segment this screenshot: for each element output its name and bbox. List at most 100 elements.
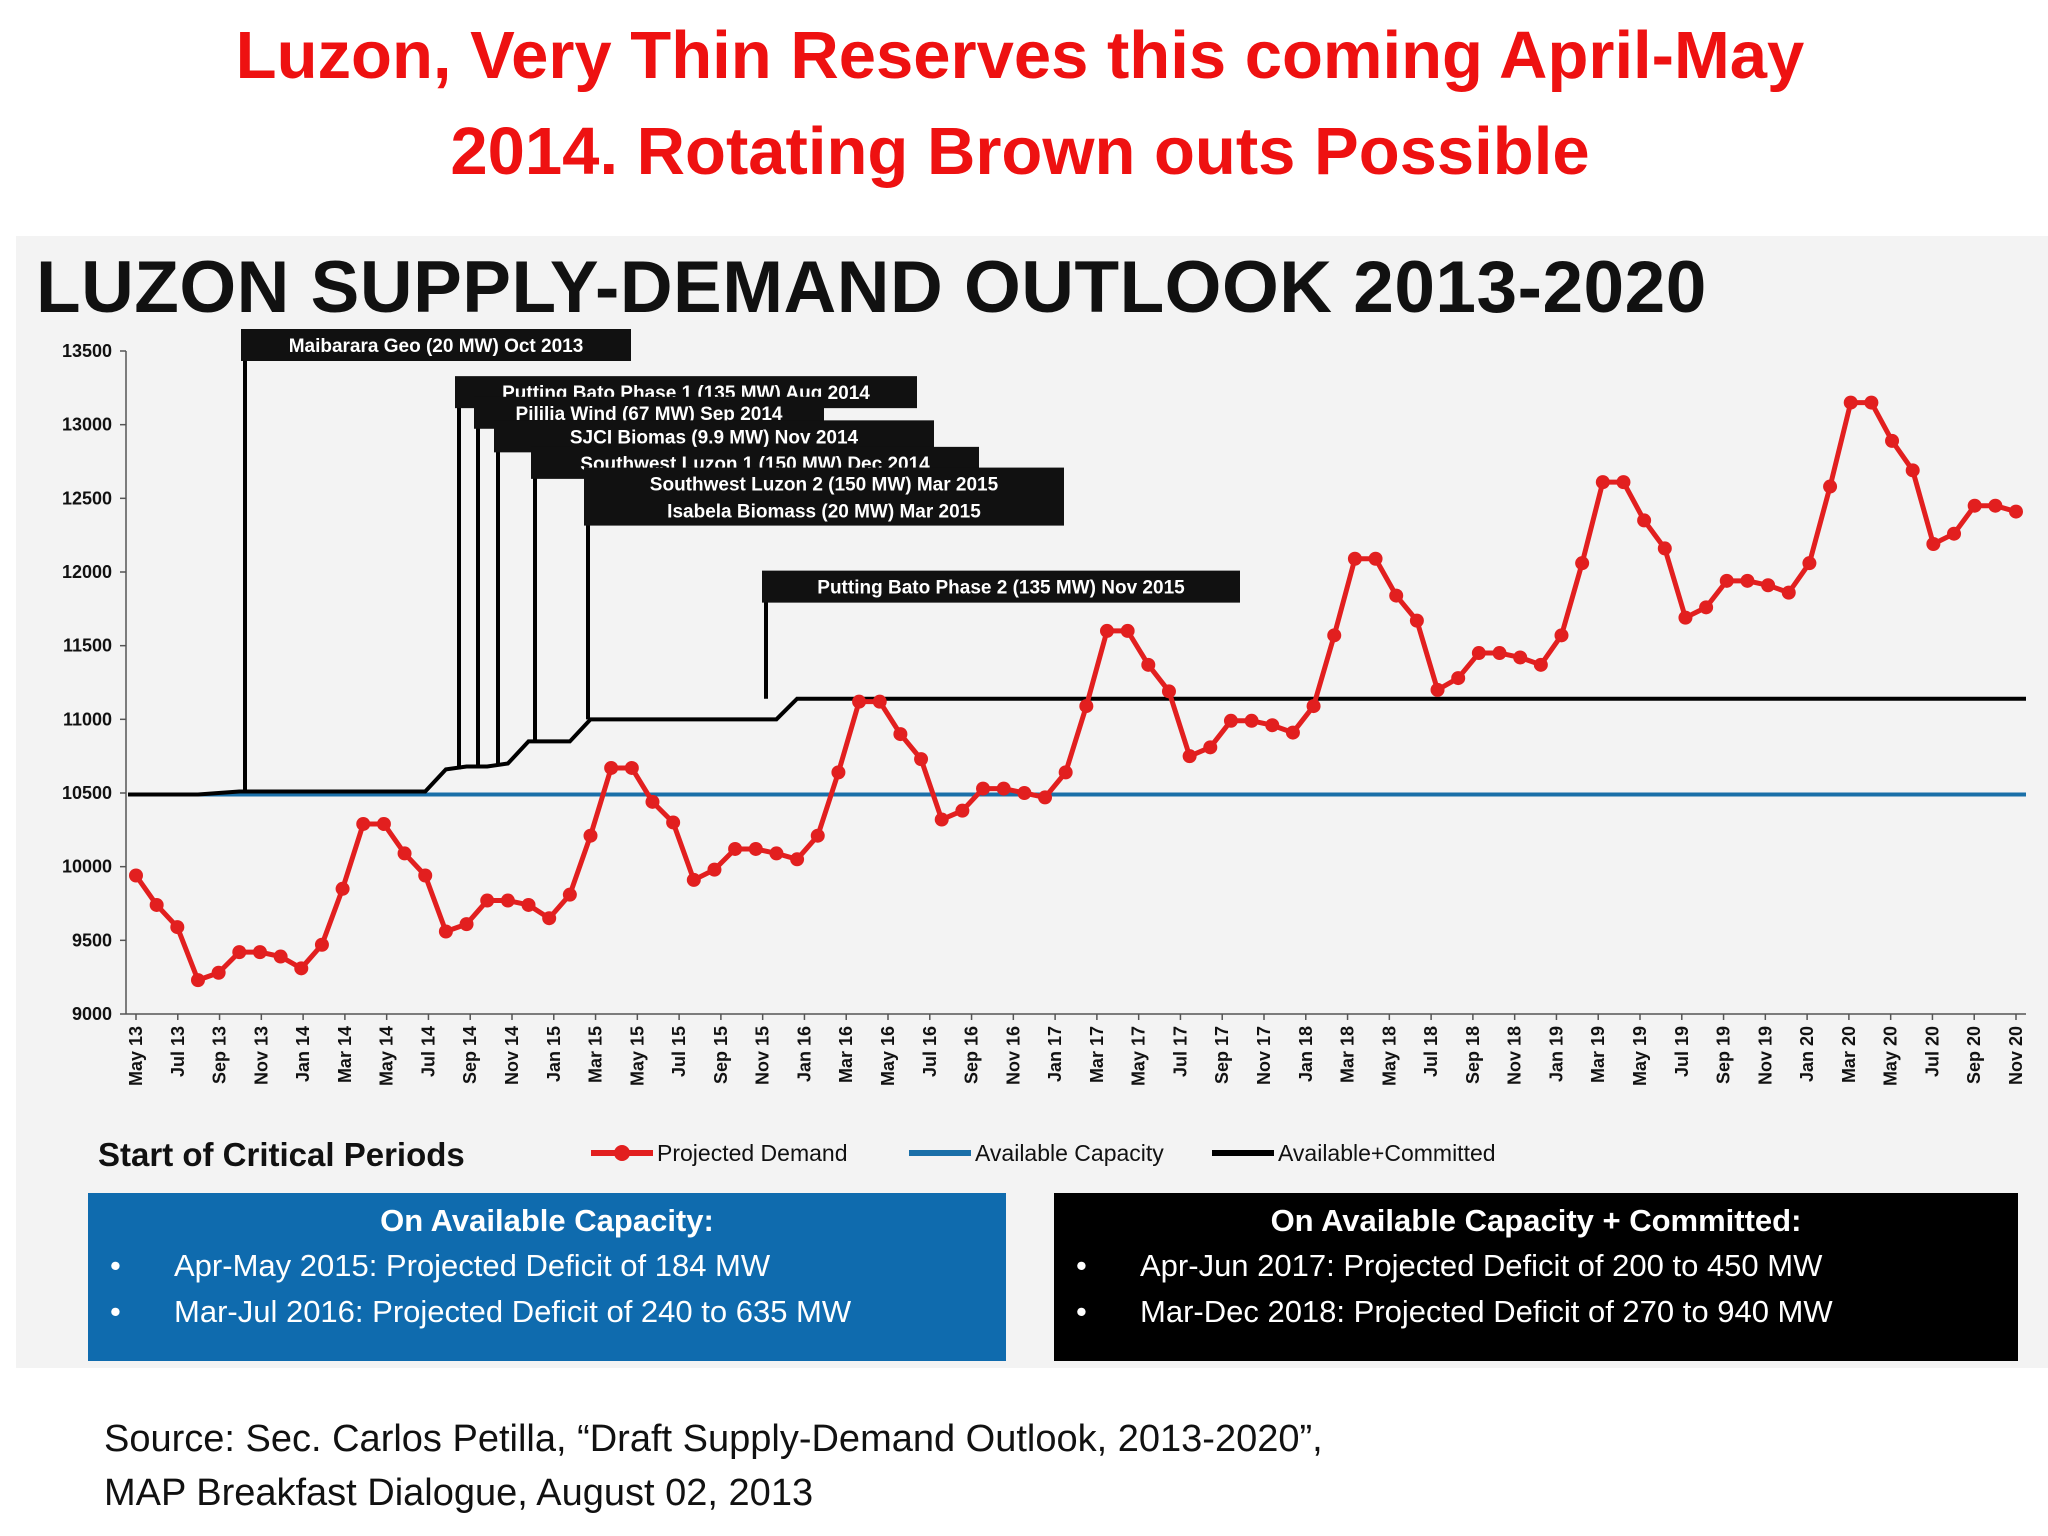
committed-capacity-box: On Available Capacity + Committed: • Apr-…: [1054, 1193, 2018, 1361]
projected-demand-point: [1430, 682, 1445, 697]
y-tick-label: 10000: [62, 857, 112, 877]
projected-demand-point: [1657, 541, 1672, 556]
projected-demand-point: [1761, 578, 1776, 593]
x-tick-label: Sep 14: [460, 1026, 480, 1084]
projected-demand-point: [542, 911, 557, 926]
projected-demand-point: [129, 868, 143, 883]
projected-demand-point: [1306, 699, 1321, 714]
deficit-text: Apr-May 2015: Projected Deficit of 184 M…: [174, 1248, 771, 1283]
projected-demand-point: [1699, 600, 1714, 615]
projected-demand-point: [500, 893, 515, 908]
legend-available-committed: Available+Committed: [1212, 1138, 1496, 1168]
annotation-label: Putting Bato Phase 2 (135 MW) Nov 2015: [817, 578, 1185, 599]
projected-demand-point: [707, 862, 722, 877]
projected-demand-point: [232, 945, 247, 960]
line-chart: 9000 9500 10000 10500 11000 11500 12000 12500 13…: [62, 329, 2026, 1086]
y-tick-label: 9500: [72, 930, 112, 950]
y-tick-label: 11500: [63, 636, 112, 656]
x-tick-label: Sep 18: [1463, 1026, 1483, 1084]
x-tick-label: Nov 20: [2006, 1026, 2026, 1085]
projected-demand-point: [1492, 646, 1507, 661]
x-tick-label: Jan 14: [293, 1026, 313, 1082]
x-tick-label: Jan 15: [544, 1026, 564, 1082]
projected-demand-point: [356, 816, 371, 831]
headline: Luzon, Very Thin Reserves this coming Ap…: [80, 8, 1960, 200]
projected-demand-point: [1038, 790, 1053, 805]
x-tick-label: Jul 15: [669, 1026, 689, 1077]
critical-periods-heading: Start of Critical Periods: [98, 1136, 465, 1173]
x-tick-label: Mar 14: [335, 1026, 355, 1083]
series-projected-demand: [133, 400, 2017, 983]
source-line-1: Source: Sec. Carlos Petilla, “Draft Supp…: [104, 1418, 1323, 1460]
legend-label-available-capacity: Available Capacity: [975, 1139, 1164, 1166]
projected-demand-point: [1575, 556, 1590, 571]
x-tick-label: Sep 15: [711, 1026, 731, 1084]
y-tick-label: 10500: [62, 783, 112, 803]
annotation-box: [584, 467, 1064, 526]
y-tick-label: 13500: [62, 341, 112, 361]
projected-demand-point: [1678, 610, 1693, 625]
projected-demand-point: [211, 965, 226, 980]
projected-demand-point: [1327, 628, 1342, 643]
projected-demand-point: [1079, 699, 1094, 714]
x-tick-label: Jul 20: [1922, 1026, 1942, 1077]
projected-demand-point: [1533, 657, 1548, 672]
y-axis-ticks: 9000 9500 10000 10500 11000 11500 12000 12500 13…: [62, 341, 126, 1024]
x-tick-label: Jan 20: [1797, 1026, 1817, 1082]
x-tick-label: Jan 18: [1296, 1026, 1316, 1082]
projected-demand-point: [1347, 551, 1362, 566]
x-tick-label: Jul 18: [1421, 1026, 1441, 1077]
projected-demand-point: [480, 893, 495, 908]
projected-demand-point: [645, 794, 660, 809]
x-tick-label: May 20: [1881, 1026, 1901, 1086]
x-tick-label: Jan 16: [794, 1026, 814, 1082]
projected-demand-point: [1389, 588, 1404, 603]
x-tick-label: Mar 20: [1839, 1026, 1859, 1083]
x-tick-label: Jul 13: [168, 1026, 188, 1077]
chart-slide: 9000 9500 10000 10500 11000 11500 12000 12500 13…: [16, 236, 2048, 1368]
legend-label-projected-demand: Projected Demand: [657, 1139, 848, 1166]
x-tick-label: Nov 14: [502, 1026, 522, 1085]
annotation-label: Maibarara Geo (20 MW) Oct 2013: [289, 336, 584, 357]
x-tick-label: Mar 19: [1588, 1026, 1608, 1083]
projected-demand-point: [748, 841, 763, 856]
projected-demand-point: [872, 694, 887, 709]
projected-demand-point: [459, 917, 474, 932]
x-tick-label: Nov 13: [251, 1026, 271, 1085]
x-tick-label: May 15: [627, 1026, 647, 1086]
headline-line-2: 2014. Rotating Brown outs Possible: [450, 114, 1590, 189]
x-tick-label: Jul 14: [418, 1026, 438, 1077]
x-tick-label: Sep 19: [1714, 1026, 1734, 1084]
x-tick-label: Jan 19: [1546, 1026, 1566, 1082]
x-tick-label: Mar 17: [1087, 1026, 1107, 1083]
available-capacity-box-title: On Available Capacity:: [380, 1203, 714, 1238]
deficit-text: Mar-Jul 2016: Projected Deficit of 240 t…: [174, 1294, 852, 1329]
x-tick-label: Nov 17: [1254, 1026, 1274, 1085]
projected-demand-point: [1285, 725, 1300, 740]
projected-demand-point: [624, 760, 639, 775]
projected-demand-point: [1967, 498, 1982, 513]
projected-demand-point: [1885, 433, 1900, 448]
headline-line-1: Luzon, Very Thin Reserves this coming Ap…: [235, 18, 1805, 93]
projected-demand-point: [1781, 585, 1796, 600]
annotation-label: SJCI Biomas (9.9 MW) Nov 2014: [570, 427, 859, 448]
projected-demand-point: [893, 727, 908, 742]
projected-demand-point: [1017, 786, 1032, 800]
annotation-box: [762, 570, 1240, 603]
list-item: • Apr-Jun 2017: Projected Deficit of 200 …: [1076, 1243, 1996, 1289]
legend-dot: [614, 1145, 630, 1161]
projected-demand-point: [1864, 395, 1879, 410]
y-tick-label: 13000: [62, 415, 112, 435]
projected-demand-point: [769, 846, 784, 861]
projected-demand-point: [1988, 498, 2003, 513]
annotations: Maibarara Geo (20 MW) Oct 2013 Putting Ba…: [241, 329, 1240, 793]
x-tick-label: May 16: [878, 1026, 898, 1086]
y-tick-label: 12500: [62, 488, 112, 508]
projected-demand-point: [914, 752, 929, 767]
projected-demand-point: [252, 945, 267, 960]
y-tick-label: 12000: [62, 562, 112, 582]
x-tick-label: May 14: [377, 1026, 397, 1086]
projected-demand-point: [1120, 623, 1135, 638]
x-axis-ticks: May 13 Jul 13 Sep 13 Nov 13 Jan 14 Mar 14 May …: [126, 1014, 2026, 1086]
projected-demand-point: [976, 781, 991, 796]
